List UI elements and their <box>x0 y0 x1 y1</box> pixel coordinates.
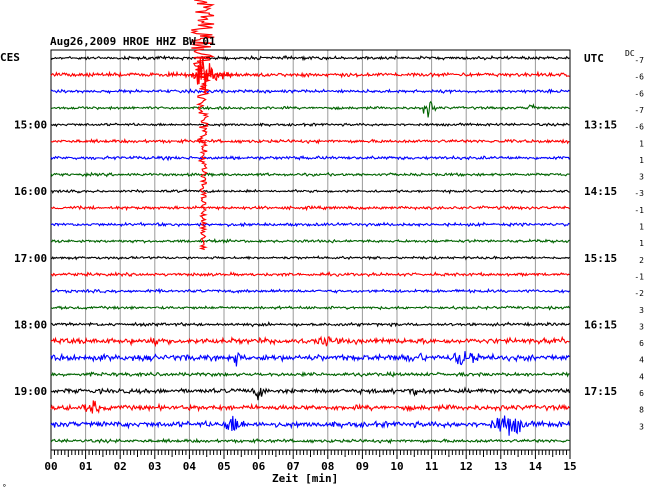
dc-offset-label: -7 <box>634 56 644 65</box>
left-time-label: 17:00 <box>14 252 47 265</box>
left-time-label: 18:00 <box>14 318 47 331</box>
dc-offset-label: -6 <box>634 73 644 82</box>
x-tick-label: 06 <box>252 460 266 473</box>
x-tick-label: 07 <box>287 460 300 473</box>
x-tick-label: 10 <box>390 460 403 473</box>
seismic-trace-row-12 <box>50 255 570 261</box>
dc-offset-label: 1 <box>639 239 644 248</box>
dc-offset-label: 3 <box>639 173 644 182</box>
dc-offset-label: 2 <box>639 256 644 265</box>
dc-offset-label: 6 <box>639 389 644 398</box>
dc-offset-label: 1 <box>639 139 644 148</box>
right-time-label: 13:15 <box>584 119 617 132</box>
dc-offset-label: 1 <box>639 223 644 232</box>
seismic-trace-row-10 <box>50 221 570 228</box>
right-time-label: 17:15 <box>584 385 617 398</box>
dc-offset-label: -1 <box>634 206 644 215</box>
seismic-trace-row-22 <box>50 415 570 436</box>
dc-offset-label: 6 <box>639 339 644 348</box>
right-time-label: 15:15 <box>584 252 617 265</box>
dc-offset-label: -6 <box>634 89 644 98</box>
x-tick-label: 09 <box>356 460 369 473</box>
x-tick-label: 02 <box>114 460 127 473</box>
seismic-trace-row-11 <box>50 238 570 245</box>
seismic-trace-row-15 <box>50 305 570 311</box>
dc-offset-label: -6 <box>634 123 644 132</box>
x-tick-label: 04 <box>183 460 197 473</box>
dc-label: DC <box>625 49 635 58</box>
seismic-trace-row-7 <box>50 171 570 178</box>
earthquake-coda <box>188 56 234 93</box>
dc-offset-label: 1 <box>639 156 644 165</box>
right-time-label: UTC <box>584 52 604 65</box>
dc-offset-label: 4 <box>639 372 644 381</box>
dc-offset-label: 4 <box>639 356 644 365</box>
seismic-trace-row-21 <box>50 400 570 415</box>
x-tick-label: 15 <box>563 460 576 473</box>
dc-offset-label: 3 <box>639 322 644 331</box>
dc-offset-label: -7 <box>634 106 644 115</box>
chart-title: Aug26,2009 HROE HHZ BW 01 <box>50 35 216 48</box>
seismic-trace-row-6 <box>50 154 570 162</box>
left-time-label: 19:00 <box>14 385 47 398</box>
x-tick-label: 01 <box>79 460 93 473</box>
seismic-trace-row-17 <box>50 335 570 348</box>
seismic-trace-row-5 <box>50 138 570 145</box>
grid <box>50 49 571 451</box>
left-time-label: 15:00 <box>14 119 47 132</box>
corner-mark: ∘ <box>2 481 7 490</box>
x-axis: 00 01 02 03 04 05 06 07 08 09 10 11 12 13 14 15 <box>44 450 577 473</box>
seismic-trace-row-19 <box>50 370 570 378</box>
seismic-trace-row-0 <box>50 54 570 62</box>
x-tick-label: 11 <box>425 460 439 473</box>
seismic-trace-row-3 <box>50 100 570 118</box>
x-tick-label: 13 <box>494 460 507 473</box>
dc-offset-label: -1 <box>634 272 644 281</box>
dc-offset-label: 8 <box>639 406 644 415</box>
seismic-trace-row-4 <box>50 122 570 128</box>
seismic-trace-row-2 <box>50 88 570 95</box>
x-tick-label: 03 <box>148 460 161 473</box>
traces <box>50 0 570 445</box>
seismic-trace-row-1 <box>50 70 570 79</box>
seismic-trace-row-18 <box>50 351 570 367</box>
dc-offset-label: -3 <box>634 189 644 198</box>
seismic-trace-row-13 <box>50 271 570 278</box>
left-time-label: 16:00 <box>14 185 47 198</box>
seismic-trace-row-14 <box>50 287 570 295</box>
dc-offset-label: 3 <box>639 422 644 431</box>
x-tick-label: 14 <box>529 460 543 473</box>
x-tick-label: 12 <box>460 460 473 473</box>
seismic-trace-row-23 <box>50 437 570 445</box>
x-tick-label: 00 <box>44 460 57 473</box>
seismic-trace-row-8 <box>50 188 570 195</box>
dc-offset-label: 3 <box>639 306 644 315</box>
x-tick-label: 08 <box>321 460 334 473</box>
labels: Aug26,2009 HROE HHZ BW 01 CES DC Zeit [m… <box>0 35 644 490</box>
dc-offset-label: -2 <box>634 289 644 298</box>
seismic-trace-row-20 <box>50 386 570 401</box>
x-axis-label: Zeit [min] <box>272 472 338 485</box>
seismic-trace-row-9 <box>50 204 570 212</box>
seismic-trace-row-16 <box>50 320 570 328</box>
earthquake-signal <box>190 0 215 251</box>
x-tick-label: 05 <box>217 460 230 473</box>
right-time-label: 16:15 <box>584 318 617 331</box>
left-zone-label: CES <box>0 51 20 64</box>
right-time-label: 14:15 <box>584 185 617 198</box>
